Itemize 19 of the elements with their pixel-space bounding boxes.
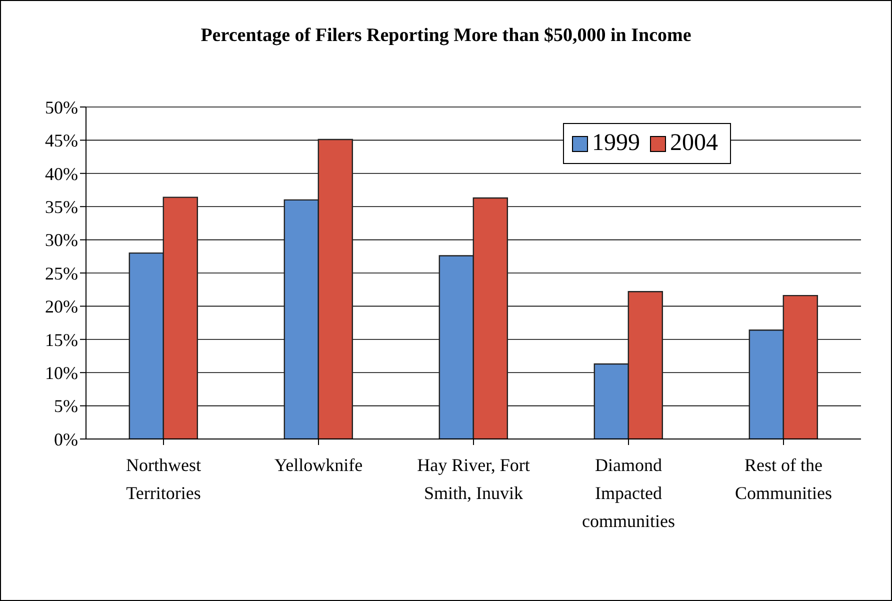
chart-title: Percentage of Filers Reporting More than $50,000 in Income bbox=[200, 25, 692, 47]
x-tick-label: Diamond Impacted communities bbox=[582, 455, 675, 531]
y-tick-label: 30% bbox=[45, 230, 78, 250]
x-tick-label: Hay River, Fort Smith, Inuvik bbox=[417, 455, 530, 503]
legend-label: 1999 bbox=[591, 130, 640, 157]
legend-label: 2004 bbox=[669, 130, 718, 157]
y-tick-label: 0% bbox=[54, 429, 78, 450]
y-tick-label: 5% bbox=[54, 396, 78, 416]
y-tick-label: 25% bbox=[45, 263, 78, 284]
y-tick-label: 35% bbox=[45, 196, 78, 217]
y-tick-label: 20% bbox=[45, 296, 78, 317]
y-tick-label: 15% bbox=[45, 330, 78, 350]
y-tick-label: 45% bbox=[45, 130, 78, 151]
y-tick-label: 40% bbox=[45, 164, 78, 184]
x-tick-label: Northwest Territories bbox=[126, 455, 201, 503]
y-tick-label: 10% bbox=[45, 362, 78, 383]
x-tick-label: Yellowknife bbox=[274, 455, 363, 475]
x-tick-label: Rest of the Communities bbox=[734, 455, 832, 503]
y-tick-label: 50% bbox=[45, 97, 78, 118]
